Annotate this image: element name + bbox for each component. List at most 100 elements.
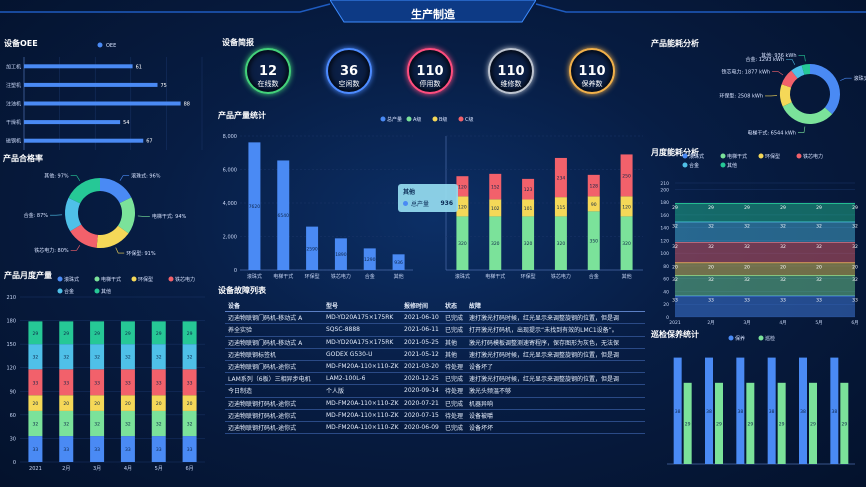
legend-label: 合金 — [64, 288, 74, 295]
table-row[interactable]: 迈迪物联钢打码机-途你式 MD-FM20A-110×110-ZK 2020-06-0… — [225, 422, 645, 435]
legend-dot — [94, 276, 100, 282]
table-cell: 设备被嚼 — [469, 412, 494, 420]
tick-label: 210 — [660, 181, 669, 187]
stack-segment — [151, 410, 166, 437]
stack-segment — [90, 410, 105, 437]
legend-label: 保养 — [735, 335, 745, 342]
qualified-donut-chart: 滚珠式: 96% 电梯干式: 94% 环保型: 91% 铁芯电力: 80% 合金: 87… — [24, 172, 187, 256]
segment-label: 20 — [63, 401, 69, 407]
point-label: 32 — [672, 277, 678, 283]
category-label: 4月 — [124, 466, 132, 472]
output-bar — [277, 160, 290, 270]
stat-value: 36 — [339, 64, 359, 79]
point-label: 20 — [672, 264, 678, 270]
donut-slice — [780, 84, 792, 107]
table-cell: 个人版 — [326, 388, 345, 396]
point-label: 32 — [852, 223, 858, 229]
point-label: 32 — [708, 244, 714, 250]
point-label: 32 — [816, 223, 822, 229]
table-row[interactable]: 迈迪物联钢打码机-途你式 MD-FM20A-110×110-ZK 2020-07-1… — [225, 410, 645, 422]
stack-segment — [151, 436, 166, 462]
table-cell: 迈迪物联钢打码机-途你式 — [228, 400, 297, 408]
label-leader — [786, 59, 796, 65]
donut-slice — [782, 102, 833, 125]
segment-label: 350 — [589, 239, 598, 245]
stack-segment — [28, 321, 43, 345]
grade-segment — [522, 216, 535, 270]
tick-label: 6,000 — [223, 168, 237, 174]
tick-label: 90 — [10, 389, 16, 395]
table-row[interactable]: 迈迪物联钢门码机-移动式 A MD-YD20A175×175RK 2021-06-1… — [225, 312, 645, 325]
segment-label: 120 — [458, 184, 467, 190]
panel-title-monthly-energy: 月度能耗分析 — [651, 148, 699, 157]
table-header-cell: 报修时间 — [404, 303, 429, 311]
table-cell: 机器异响 — [469, 400, 494, 408]
table-cell: 2021-05-12 — [404, 350, 439, 358]
table-cell: 待处理 — [445, 388, 464, 396]
table-cell: 迈迪物联钢门码机-移动式 A — [228, 315, 303, 323]
area-band — [675, 295, 855, 317]
point-label: 33 — [708, 297, 714, 303]
table-cell: MD-FM20A-110×110-ZK — [326, 363, 399, 371]
segment-label: 120 — [622, 204, 631, 210]
tick-label: 180 — [660, 200, 669, 206]
category-label: 6月 — [851, 320, 858, 326]
table-row[interactable]: 迈迪物联钢门码机-移动式 A MD-YD20A175×175RK 2021-05-2… — [225, 337, 645, 349]
legend-dot — [458, 116, 464, 122]
grade-segment — [620, 154, 633, 197]
category-label: 铁芯电力 — [331, 273, 351, 280]
category-label: 合金 — [589, 273, 599, 280]
tick-label: 160 — [660, 213, 669, 219]
tick-label: 140 — [660, 226, 669, 232]
segment-label: 128 — [589, 184, 598, 190]
table-cell: 已完成 — [445, 327, 464, 335]
tooltip-label: 总产量 — [411, 201, 430, 208]
segment-label: 20 — [125, 401, 131, 407]
stack-segment — [120, 410, 135, 437]
segment-label: 33 — [33, 447, 39, 453]
table-body: 迈迪物联钢门码机-移动式 A MD-YD20A175×175RK 2021-06-1… — [225, 312, 645, 435]
category-label: 3月 — [743, 320, 750, 326]
stat-label: 保养数 — [581, 80, 603, 88]
category-label: 6月 — [185, 466, 193, 472]
table-cell: 2021-03-20 — [404, 363, 439, 371]
label-leader — [798, 55, 806, 62]
table-cell: 养全实验 — [228, 327, 253, 335]
grade-segment — [522, 199, 535, 217]
category-label: 2月 — [62, 466, 70, 472]
point-label: 20 — [708, 264, 714, 270]
table-cell: 设备坏坏 — [469, 424, 494, 432]
stack-segment — [59, 321, 74, 345]
table-cell: SQSC-8888 — [326, 326, 360, 334]
oee-bar — [24, 138, 144, 143]
stack-segment — [120, 436, 135, 462]
segment-label: 320 — [458, 241, 467, 247]
bar-value-label: 29 — [841, 421, 847, 427]
category-label: 注塑机 — [6, 82, 21, 89]
donut-slice — [810, 64, 840, 115]
grade-segment — [456, 216, 469, 270]
table-row[interactable]: 迈迪物联钢打码机-途你式 MD-FM20A-110×110-ZK 2020-07-2… — [225, 398, 645, 410]
table-row[interactable]: 迈迪物联钢门码机-途你式 MD-FM20A-110×110-ZK 2021-03-2… — [225, 361, 645, 374]
table-cell: 2020-07-15 — [404, 411, 439, 419]
segment-label: 320 — [557, 241, 566, 247]
table-cell: 待处理 — [445, 412, 464, 420]
oee-bar — [24, 64, 133, 69]
grade-segment — [489, 173, 502, 200]
table-row[interactable]: 迈迪物联钢标签机 GODEX G530-U 2021-05-12 其他 速打激光打码时候… — [225, 349, 645, 361]
table-cell: 已完成 — [445, 424, 464, 432]
header-frame — [329, 0, 537, 23]
tick-label: 0 — [13, 460, 16, 466]
category-label: 磁钢机 — [6, 138, 21, 145]
maintenance-bar — [715, 382, 723, 464]
legend-dot — [94, 288, 100, 294]
table-row[interactable]: 今日制造 个人版 2020-09-14 待处理 激光头频温不够 — [225, 385, 645, 398]
table-cell: 已完成 — [445, 376, 464, 384]
category-label: 环保型 — [305, 273, 320, 280]
table-row[interactable]: 养全实验 SQSC-8888 2021-06-11 已完成 打开激光打码机，出现提示“未… — [225, 324, 645, 337]
legend-label: OEE — [106, 43, 116, 49]
tick-label: 4,000 — [223, 201, 237, 207]
table-row[interactable]: LAM系列（6板）三相异步电机 LAM2-100L-6 2020-12-25 已完成速… — [225, 373, 645, 386]
header-lines — [0, 3, 866, 13]
stack-segment — [59, 369, 74, 396]
